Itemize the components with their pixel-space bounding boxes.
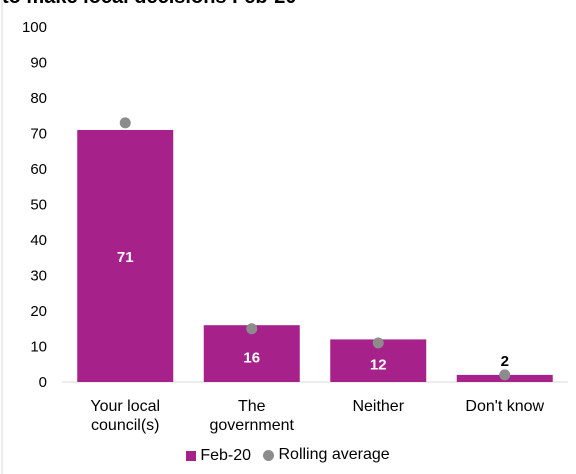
legend-item-rolling-average: Rolling average	[263, 446, 390, 464]
y-tick-label-0: 0	[39, 374, 47, 391]
rolling-average-marker-1	[246, 323, 258, 335]
legend-label-rolling-average: Rolling average	[278, 446, 390, 463]
rolling-average-marker-2	[372, 337, 384, 349]
rolling-average-marker-3	[499, 369, 511, 381]
y-tick-label-70: 70	[30, 126, 47, 143]
rolling-average-marker-0	[119, 117, 131, 129]
category-label-0-line-1: council(s)	[91, 417, 159, 434]
legend-swatch-feb20	[186, 450, 197, 461]
legend-label-feb20: Feb-20	[200, 446, 252, 464]
legend: Feb-20 Rolling average	[0, 446, 576, 466]
legend-item-feb20: Feb-20	[186, 447, 251, 465]
y-tick-label-40: 40	[30, 232, 47, 249]
data-label-0: 71	[117, 249, 134, 266]
y-tick-label-60: 60	[30, 161, 47, 178]
category-label-2-line-0: Neither	[352, 398, 404, 415]
y-tick-label-90: 90	[30, 55, 47, 72]
y-tick-label-50: 50	[30, 197, 47, 214]
data-label-3: 2	[501, 353, 509, 370]
legend-marker-rolling-average	[263, 449, 275, 461]
y-tick-label-100: 100	[22, 19, 47, 36]
category-label-1-line-1: government	[210, 417, 295, 434]
y-tick-label-20: 20	[30, 303, 47, 320]
data-label-1: 16	[243, 350, 260, 367]
chart-title: to make local decisions Feb-20	[2, 0, 297, 9]
category-label-3-line-0: Don't know	[465, 398, 544, 415]
category-label-1-line-0: The	[238, 398, 266, 415]
y-tick-label-80: 80	[30, 90, 47, 107]
y-tick-label-30: 30	[30, 268, 47, 285]
y-tick-label-10: 10	[30, 339, 47, 356]
bar-1	[203, 325, 300, 382]
category-label-0-line-0: Your local	[90, 398, 160, 415]
data-label-2: 12	[370, 357, 387, 374]
bar-0	[77, 129, 174, 382]
